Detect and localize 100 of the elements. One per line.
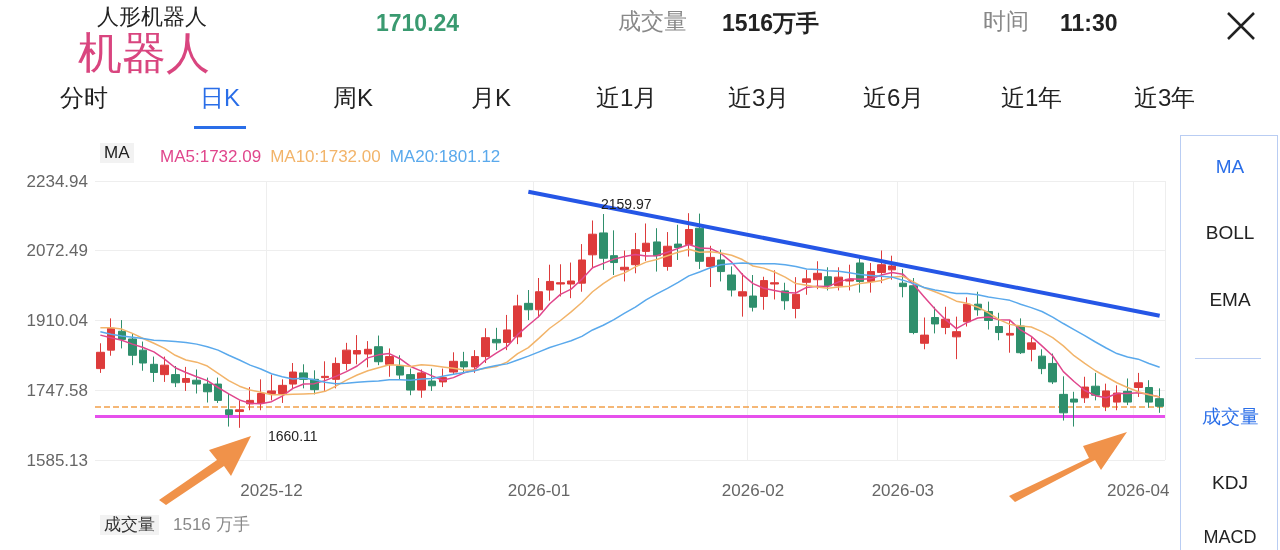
y-tick-label: 1585.13 bbox=[26, 450, 88, 470]
text: 日K bbox=[200, 84, 241, 113]
candlestick bbox=[364, 340, 372, 368]
candlestick bbox=[631, 232, 640, 274]
candlestick bbox=[578, 243, 586, 293]
chart-title: 人形机器人 bbox=[97, 4, 207, 30]
text: 近6月 bbox=[863, 84, 925, 112]
candlestick bbox=[192, 368, 201, 395]
candlestick bbox=[1016, 317, 1025, 355]
candlestick bbox=[214, 377, 222, 404]
x-tick-label: 2025-12 bbox=[240, 481, 303, 500]
candlestick bbox=[792, 276, 800, 319]
candlestick bbox=[920, 317, 929, 350]
text: KDJ bbox=[1212, 472, 1248, 494]
candlestick bbox=[374, 335, 383, 366]
candlestick bbox=[1113, 384, 1121, 411]
candlestick bbox=[1038, 348, 1046, 375]
candlestick bbox=[1155, 387, 1164, 414]
candlestick bbox=[471, 349, 479, 374]
candlestick bbox=[770, 269, 779, 300]
candlestick bbox=[599, 213, 608, 271]
candlestick bbox=[546, 264, 554, 302]
x-tick-label: 2026-04 bbox=[1107, 481, 1170, 500]
candlestick bbox=[642, 222, 650, 262]
candlestick bbox=[1048, 353, 1057, 385]
text: 月K bbox=[471, 84, 512, 112]
candlestick bbox=[685, 212, 693, 258]
candlestick bbox=[481, 327, 490, 364]
candlestick bbox=[503, 314, 511, 351]
text: 成交量 bbox=[100, 515, 159, 535]
candlestick bbox=[96, 342, 105, 374]
candlestick bbox=[342, 342, 351, 371]
candlestick bbox=[888, 255, 896, 281]
candlestick bbox=[802, 269, 811, 296]
x-tick-label: 2026-02 bbox=[721, 481, 785, 500]
candlestick bbox=[727, 265, 736, 297]
candlestick bbox=[877, 250, 886, 284]
candlestick bbox=[1070, 391, 1078, 428]
text: 近3年 bbox=[1134, 84, 1196, 112]
candlestick bbox=[128, 332, 137, 366]
text: 近1月 bbox=[596, 84, 658, 112]
candlestick bbox=[1006, 319, 1014, 354]
candlestick bbox=[492, 327, 501, 351]
candlestick bbox=[556, 263, 565, 297]
y-tick-label: 2072.49 bbox=[26, 241, 88, 261]
text: 成交量 bbox=[1201, 406, 1259, 428]
y-tick-label: 1747.58 bbox=[26, 380, 88, 400]
candlestick bbox=[353, 334, 361, 365]
candlestick bbox=[620, 250, 629, 282]
candlestick bbox=[738, 272, 747, 318]
candlestick bbox=[321, 360, 329, 392]
text: 近3月 bbox=[728, 84, 790, 112]
y-tick-label: 2234.94 bbox=[26, 171, 88, 191]
text: MA20:1801.12 bbox=[389, 147, 501, 166]
candlestick bbox=[160, 356, 169, 383]
annotation: 1660.11 bbox=[268, 428, 318, 445]
text: MA bbox=[1215, 156, 1245, 178]
candlestick bbox=[257, 378, 265, 411]
text: 1516 万手 bbox=[173, 515, 250, 535]
candlestick bbox=[952, 316, 961, 360]
candlestick bbox=[1059, 375, 1068, 422]
text: MA bbox=[100, 143, 134, 163]
y-tick-label: 1910.04 bbox=[26, 311, 88, 330]
candlestick bbox=[909, 277, 918, 335]
x-tick-label: 2026-01 bbox=[507, 481, 571, 500]
candlestick bbox=[1134, 372, 1143, 398]
candlestick bbox=[428, 368, 436, 392]
text: 近1年 bbox=[1001, 84, 1063, 112]
text: MACD bbox=[1203, 527, 1257, 548]
candlestick bbox=[760, 276, 768, 311]
candlestick bbox=[653, 227, 661, 273]
candlestick bbox=[963, 296, 971, 328]
candlestick bbox=[385, 347, 394, 378]
candlestick bbox=[203, 377, 212, 404]
candlestick bbox=[513, 294, 522, 345]
text: 分时 bbox=[60, 84, 108, 112]
candlestick bbox=[813, 260, 822, 290]
candlestick bbox=[749, 274, 757, 312]
candlestick bbox=[899, 268, 907, 298]
candlestick bbox=[278, 378, 287, 404]
candlestick bbox=[567, 262, 575, 299]
text: 时间 bbox=[983, 8, 1029, 35]
candlestick bbox=[535, 277, 543, 319]
candlestick bbox=[706, 245, 715, 288]
line-series bbox=[99, 262, 1161, 385]
candlestick bbox=[717, 249, 725, 282]
candlestick bbox=[1027, 336, 1036, 362]
text: 机器人 bbox=[78, 28, 210, 79]
text: 1516万手 bbox=[722, 10, 820, 37]
candlestick bbox=[588, 219, 597, 269]
annotation: 2159.97 bbox=[601, 196, 652, 213]
candlestick bbox=[1102, 383, 1110, 412]
candlestick bbox=[235, 399, 244, 429]
candlestick bbox=[824, 266, 832, 291]
text: 1710.24 bbox=[376, 10, 460, 37]
text: MA5:1732.09 bbox=[160, 147, 262, 166]
candlestick bbox=[674, 224, 682, 261]
candlestick bbox=[460, 351, 468, 373]
text: 11:30 bbox=[1060, 10, 1118, 37]
candlestick bbox=[182, 366, 190, 392]
